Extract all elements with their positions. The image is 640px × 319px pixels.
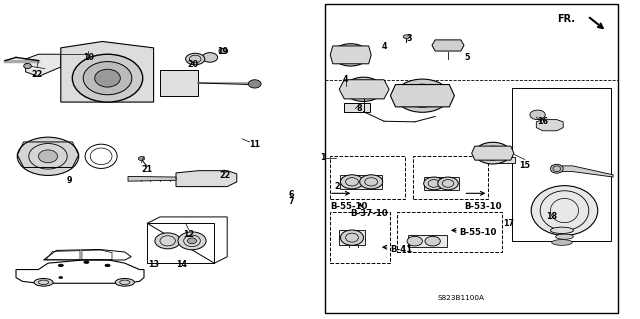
Ellipse shape: [425, 236, 440, 246]
Ellipse shape: [188, 238, 196, 244]
Text: 16: 16: [537, 117, 548, 126]
Text: 19: 19: [217, 47, 228, 56]
Ellipse shape: [550, 164, 563, 173]
Bar: [512, 88, 611, 241]
Text: 5: 5: [465, 53, 470, 62]
Polygon shape: [432, 40, 464, 51]
Ellipse shape: [352, 82, 375, 97]
Text: 12: 12: [183, 230, 195, 239]
Bar: [198, 173, 224, 186]
Text: 4: 4: [381, 42, 387, 51]
Text: 13: 13: [148, 260, 159, 269]
Text: 18: 18: [546, 212, 557, 221]
Text: 22: 22: [220, 171, 231, 180]
Ellipse shape: [95, 69, 120, 87]
Ellipse shape: [403, 35, 410, 39]
Polygon shape: [472, 146, 514, 160]
Text: 6: 6: [289, 190, 294, 199]
Text: B-41: B-41: [390, 245, 412, 254]
Text: 4: 4: [343, 75, 348, 84]
Ellipse shape: [24, 63, 31, 69]
Text: 1: 1: [321, 153, 326, 162]
Ellipse shape: [72, 54, 143, 102]
Bar: [339, 230, 365, 245]
Ellipse shape: [138, 157, 145, 160]
Bar: [397, 212, 502, 252]
Bar: [413, 156, 488, 199]
Ellipse shape: [404, 84, 440, 107]
Ellipse shape: [105, 264, 110, 267]
Ellipse shape: [84, 261, 89, 263]
Ellipse shape: [34, 278, 53, 286]
Ellipse shape: [38, 150, 58, 163]
Bar: [344, 103, 370, 112]
Ellipse shape: [475, 142, 511, 164]
Ellipse shape: [344, 77, 383, 101]
Text: B-37-10: B-37-10: [351, 209, 388, 218]
Text: 17: 17: [503, 219, 515, 228]
Ellipse shape: [340, 175, 364, 189]
Ellipse shape: [556, 234, 573, 239]
Ellipse shape: [424, 177, 444, 190]
Text: B-55-10: B-55-10: [460, 228, 497, 237]
Ellipse shape: [219, 48, 228, 54]
Text: 14: 14: [176, 260, 188, 269]
Ellipse shape: [17, 137, 79, 175]
Text: 2: 2: [335, 182, 340, 191]
Polygon shape: [26, 54, 61, 77]
Ellipse shape: [202, 53, 218, 62]
Ellipse shape: [155, 233, 180, 249]
Ellipse shape: [530, 110, 545, 120]
Polygon shape: [128, 176, 176, 181]
Bar: [325, 4, 618, 313]
Ellipse shape: [115, 278, 134, 286]
Text: 7: 7: [289, 197, 294, 206]
Bar: [203, 175, 220, 184]
Ellipse shape: [83, 62, 132, 95]
Ellipse shape: [58, 264, 63, 267]
Text: 22: 22: [31, 70, 43, 78]
Text: 15: 15: [519, 161, 531, 170]
Text: FR.: FR.: [557, 14, 575, 24]
Ellipse shape: [531, 186, 598, 235]
Polygon shape: [330, 46, 371, 64]
Ellipse shape: [178, 232, 206, 250]
Text: 8: 8: [356, 104, 362, 113]
Ellipse shape: [552, 240, 572, 245]
Text: 11: 11: [249, 140, 260, 149]
Bar: [330, 156, 405, 199]
Polygon shape: [390, 85, 454, 107]
Text: 10: 10: [83, 53, 94, 62]
Bar: [424, 177, 459, 190]
Ellipse shape: [396, 79, 449, 112]
Ellipse shape: [550, 227, 573, 234]
Text: 3: 3: [407, 34, 412, 43]
Text: 9: 9: [67, 176, 72, 185]
Bar: [408, 235, 447, 247]
Ellipse shape: [413, 90, 431, 101]
Bar: [340, 175, 382, 189]
Ellipse shape: [438, 177, 458, 190]
Polygon shape: [61, 41, 154, 102]
Polygon shape: [552, 166, 613, 177]
Ellipse shape: [186, 53, 205, 65]
Polygon shape: [536, 120, 563, 131]
Bar: [494, 157, 515, 163]
Ellipse shape: [59, 277, 63, 278]
Text: S823B1100A: S823B1100A: [437, 295, 484, 301]
Polygon shape: [160, 70, 198, 96]
Ellipse shape: [340, 230, 364, 245]
Ellipse shape: [360, 175, 383, 189]
Ellipse shape: [407, 236, 422, 246]
Text: 21: 21: [141, 165, 153, 174]
Polygon shape: [339, 80, 389, 99]
Text: 20: 20: [188, 60, 199, 69]
Text: B-55-10: B-55-10: [330, 202, 367, 211]
Text: B-53-10: B-53-10: [464, 202, 502, 211]
Ellipse shape: [333, 44, 369, 66]
Bar: [330, 212, 390, 263]
Ellipse shape: [248, 80, 261, 88]
Polygon shape: [176, 171, 237, 187]
